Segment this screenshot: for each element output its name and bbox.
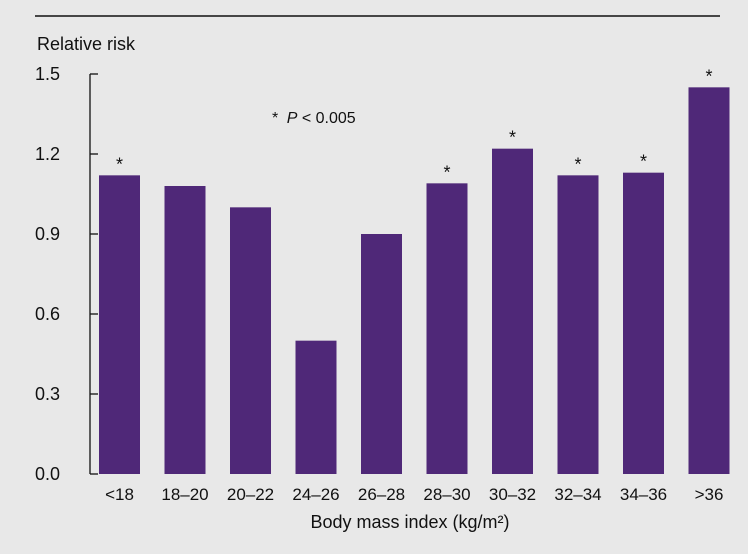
significance-marker: * bbox=[574, 154, 581, 174]
bar bbox=[688, 87, 730, 474]
y-tick-label: 0.9 bbox=[35, 224, 60, 244]
x-tick-label: 28–30 bbox=[423, 485, 470, 504]
y-tick-label: 1.2 bbox=[35, 144, 60, 164]
bars: * * * * * * bbox=[99, 66, 730, 475]
significance-marker: * bbox=[116, 154, 123, 174]
significance-marker: * bbox=[640, 152, 647, 172]
bar bbox=[164, 186, 206, 474]
bar bbox=[623, 172, 664, 474]
significance-note: * P < 0.005 bbox=[272, 110, 356, 127]
x-tick-label: 32–34 bbox=[554, 485, 601, 504]
x-tick-label: 34–36 bbox=[620, 485, 667, 504]
x-tick-label: <18 bbox=[105, 485, 134, 504]
x-axis-ticks: <18 18–20 20–22 24–26 26–28 28–30 30–32 32–34 34… bbox=[105, 485, 723, 504]
significance-marker: * bbox=[443, 162, 450, 182]
x-axis-label: Body mass index (kg/m²) bbox=[310, 512, 509, 532]
bar bbox=[230, 207, 271, 475]
x-tick-label: 24–26 bbox=[292, 485, 339, 504]
bar bbox=[557, 175, 599, 475]
bar bbox=[99, 175, 140, 475]
significance-note-marker: * bbox=[272, 110, 278, 127]
x-tick-label: >36 bbox=[695, 485, 724, 504]
y-tick-label: 0.3 bbox=[35, 384, 60, 404]
y-axis-label: Relative risk bbox=[37, 34, 136, 54]
bar bbox=[361, 234, 402, 474]
x-tick-label: 18–20 bbox=[161, 485, 208, 504]
x-tick-label: 26–28 bbox=[358, 485, 405, 504]
bar bbox=[492, 148, 533, 474]
y-axis-ticks: 0.0 0.3 0.6 0.9 1.2 1.5 bbox=[35, 64, 98, 484]
x-tick-label: 20–22 bbox=[227, 485, 274, 504]
y-tick-label: 0.0 bbox=[35, 464, 60, 484]
x-tick-label: 30–32 bbox=[489, 485, 536, 504]
bar bbox=[295, 340, 337, 474]
significance-marker: * bbox=[509, 128, 516, 148]
significance-note-p: P bbox=[287, 110, 298, 127]
y-tick-label: 0.6 bbox=[35, 304, 60, 324]
significance-marker: * bbox=[705, 66, 712, 86]
significance-note-threshold: < 0.005 bbox=[302, 110, 356, 127]
y-tick-label: 1.5 bbox=[35, 64, 60, 84]
bar bbox=[426, 183, 468, 475]
